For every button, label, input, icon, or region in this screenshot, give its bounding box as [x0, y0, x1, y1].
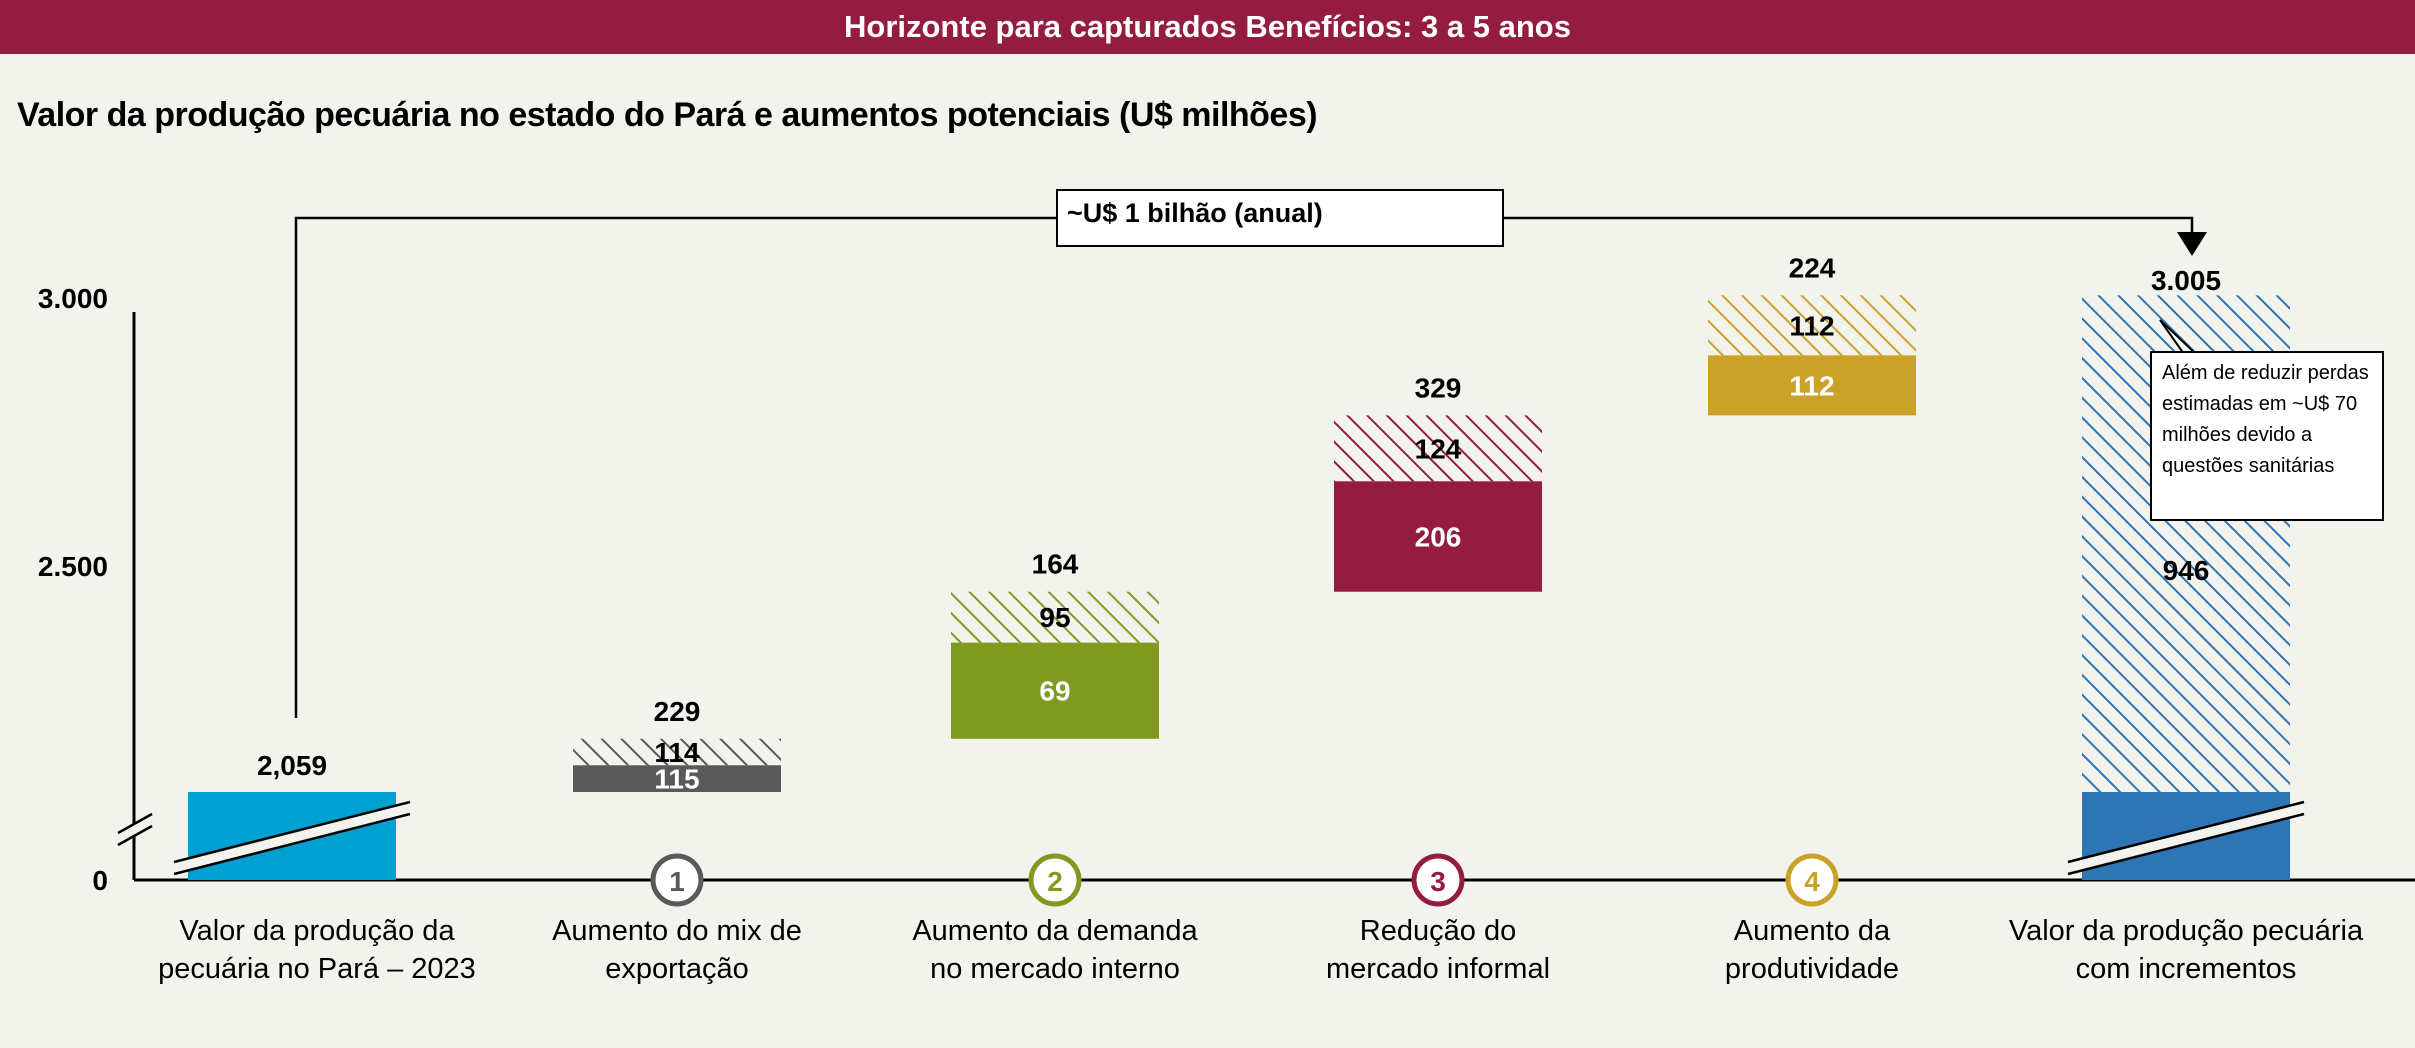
y-tick-label: 2.500: [38, 551, 108, 582]
bar-break-gap: [2066, 802, 2306, 874]
step-solid-segment: [951, 642, 1159, 739]
bracket-arrowhead: [2177, 232, 2207, 256]
step-solid-label: 206: [1415, 522, 1462, 553]
step-solid-label: 69: [1039, 676, 1070, 707]
step-hatched-label: 114: [654, 737, 700, 768]
bar-total-label: 329: [1415, 372, 1462, 403]
bar-total-label: 164: [1032, 549, 1079, 580]
axis-break-mark: [117, 812, 153, 835]
axis-break-mark: [117, 824, 153, 847]
step-marker-number: 2: [1047, 866, 1063, 897]
step-hatched-segment: [1708, 295, 1916, 356]
bar-total-label: 229: [654, 696, 701, 727]
category-label: Aumento da: [1734, 915, 1891, 947]
step-marker-circle: [1785, 853, 1839, 907]
step-marker-number: 4: [1804, 866, 1820, 897]
bracket-right-line: [1504, 216, 2194, 236]
step-marker-circle: [650, 853, 704, 907]
header-banner: Horizonte para capturados Benefícios: 3 …: [0, 0, 2415, 54]
category-label: no mercado interno: [930, 953, 1180, 985]
y-tick-label: 3.000: [38, 283, 108, 314]
total-increase-banner: ~U$ 1 bilhão (anual): [1056, 189, 1504, 247]
category-label: produtividade: [1725, 953, 1899, 985]
category-label: Aumento da demanda: [912, 915, 1198, 947]
header-title: Horizonte para capturados Benefícios: 3 …: [844, 9, 1571, 44]
step-hatched-segment: [951, 591, 1159, 643]
category-label: com incrementos: [2076, 953, 2297, 985]
callout-text: Além de reduzir perdas estimadas em ~U$ …: [2162, 362, 2369, 477]
y-tick-label: 0: [92, 865, 108, 896]
category-label: exportação: [605, 953, 749, 985]
step-marker-number: 3: [1430, 866, 1446, 897]
bracket-left-line: [294, 216, 1056, 718]
final-hatched-label: 946: [2163, 555, 2210, 586]
bar-break-mark: [173, 812, 411, 876]
chart-title: Valor da produção pecuária no estado do …: [17, 96, 1318, 134]
step-hatched-segment: [573, 738, 781, 766]
step-hatched-label: 95: [1039, 602, 1070, 633]
bar-break-mark: [2067, 800, 2305, 864]
step-marker-number: 1: [669, 866, 685, 897]
step-marker-circle: [1411, 853, 1465, 907]
step-marker-circle: [1028, 853, 1082, 907]
step-hatched-label: 112: [1789, 310, 1834, 341]
step-solid-segment: [573, 765, 781, 792]
step-solid-segment: [1708, 355, 1916, 416]
banner-text: ~U$ 1 bilhão (anual): [1067, 198, 1323, 228]
bar-break-mark: [173, 800, 411, 864]
bar-total-label: 2,059: [257, 750, 327, 781]
category-label: mercado informal: [1326, 953, 1550, 985]
step-hatched-label: 124: [1415, 433, 1462, 464]
category-label: pecuária no Pará – 2023: [158, 953, 476, 985]
sanitary-losses-callout: Além de reduzir perdas estimadas em ~U$ …: [2150, 351, 2384, 521]
bar-break-gap: [172, 802, 412, 874]
category-label: Aumento do mix de: [552, 915, 802, 947]
category-label: Valor da produção pecuária: [2009, 915, 2364, 947]
bar-total-label: 224: [1789, 252, 1836, 283]
step-solid-label: 112: [1789, 370, 1834, 401]
category-label: Redução do: [1360, 915, 1516, 947]
category-label: Valor da produção da: [179, 915, 455, 947]
axis-break-gap: [117, 814, 155, 844]
bar-total-label: 3.005: [2151, 265, 2221, 296]
step-solid-segment: [1334, 481, 1542, 592]
step-solid-label: 115: [654, 764, 699, 795]
bar-break-mark: [2067, 812, 2305, 876]
step-hatched-segment: [1334, 415, 1542, 482]
